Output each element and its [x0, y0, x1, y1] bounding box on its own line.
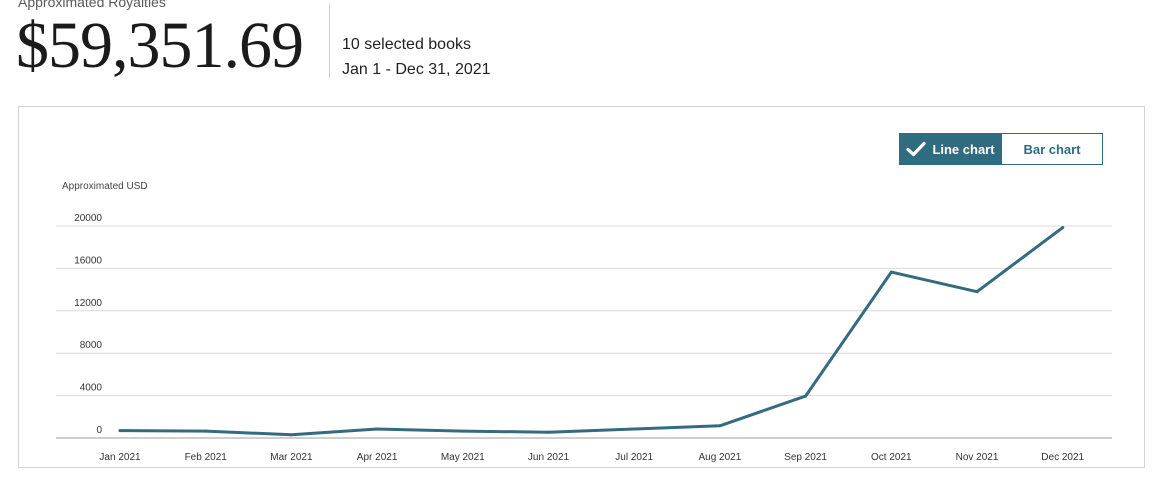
- bar-chart-toggle[interactable]: Bar chart: [1001, 133, 1103, 165]
- x-tick-label: Oct 2021: [871, 452, 912, 463]
- data-point: [975, 290, 979, 294]
- x-tick-label: Apr 2021: [357, 452, 398, 463]
- data-point: [804, 394, 808, 398]
- data-point: [204, 429, 208, 433]
- y-tick-label: 20000: [74, 213, 102, 224]
- x-tick-label: May 2021: [441, 452, 485, 463]
- summary-label: Approximated Royalties: [18, 0, 166, 10]
- summary-divider: [329, 4, 330, 78]
- y-tick-label: 8000: [80, 340, 103, 351]
- y-tick-label: 0: [96, 425, 102, 436]
- series-line: [118, 226, 1065, 437]
- x-tick-label: Dec 2021: [1041, 452, 1084, 463]
- data-point: [632, 427, 636, 431]
- y-tick-label: 12000: [74, 298, 102, 309]
- x-tick-label: Jul 2021: [615, 452, 653, 463]
- data-point: [1061, 226, 1065, 230]
- x-tick-label: Aug 2021: [698, 452, 741, 463]
- data-point: [889, 270, 893, 274]
- line-chart-label: Line chart: [932, 141, 995, 157]
- x-tick-label: Mar 2021: [270, 452, 313, 463]
- y-tick-label: 16000: [74, 255, 102, 266]
- date-range: Jan 1 - Dec 31, 2021: [342, 61, 491, 78]
- data-point: [547, 430, 550, 434]
- x-tick-label: Sep 2021: [784, 452, 827, 463]
- x-tick-label: Feb 2021: [185, 452, 228, 463]
- royalties-amount: $59,351.69: [16, 9, 304, 82]
- bar-chart-label: Bar chart: [1023, 141, 1081, 157]
- data-point: [375, 427, 379, 431]
- data-point: [118, 429, 122, 433]
- y-tick-label: 4000: [80, 383, 103, 394]
- x-tick-label: Nov 2021: [956, 452, 999, 463]
- y-axis-title: Approximated USD: [62, 181, 148, 192]
- data-point: [461, 429, 465, 433]
- data-point: [289, 433, 293, 437]
- x-tick-label: Jan 2021: [99, 452, 141, 463]
- x-tick-label: Jun 2021: [528, 452, 570, 463]
- data-point: [718, 424, 722, 428]
- check-icon: [906, 141, 927, 157]
- line-chart-toggle[interactable]: Line chart: [899, 133, 1002, 165]
- selected-books-count: 10 selected books: [342, 36, 471, 53]
